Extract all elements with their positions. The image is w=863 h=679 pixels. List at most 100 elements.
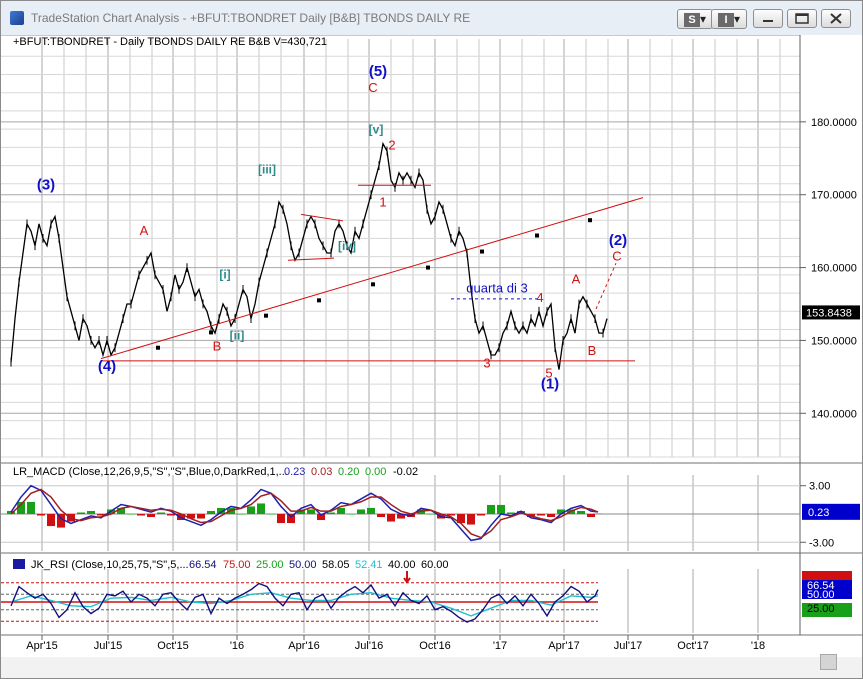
macd-panel: LR_MACD (Close,12,26,9,5,"S","S",Blue,0,… [13,466,418,478]
y-tick-label: 140.0000 [811,408,857,420]
restore-button[interactable] [787,9,817,28]
macd-histogram-bar [287,514,295,524]
y-tick-label: 160.0000 [811,263,857,275]
trendline-marker [264,313,268,318]
rsi-header-value: 66.54 [189,559,217,571]
macd-header-v5: -0.02 [393,466,418,478]
trendline-marker [426,265,430,270]
macd-histogram-bar [327,512,335,514]
wave-label: 4 [536,290,543,305]
wave-label: [v] [369,123,384,137]
rsi-right-label: 50.00 [807,589,835,601]
i-dropdown-button[interactable]: I ▾ [711,9,747,29]
title-bar[interactable]: TradeStation Chart Analysis - +BFUT:TBON… [1,1,862,36]
trendline-marker [480,249,484,254]
macd-histogram-bar [587,514,595,518]
macd-histogram-bar [197,514,205,519]
minimize-button[interactable] [753,9,783,28]
macd-histogram-bar [497,504,505,514]
macd-histogram-bar [317,514,325,521]
price-panel: +BFUT:TBONDRET - Daily TBONDS DAILY RE B… [13,36,327,48]
x-tick-label: Apr'16 [288,640,319,652]
scrollbar-thumb[interactable] [820,654,837,670]
macd-header-name: LR_MACD (Close,12,26,9,5,"S","S",Blue,0,… [13,466,288,478]
macd-histogram-bar [97,514,105,516]
time-axis: Apr'15 Jul'15 Oct'15 '16 Apr'16 Jul'16 Oct'16 '… [26,635,765,652]
macd-series-line [10,488,599,539]
s-dropdown-button[interactable]: S ▾ [677,9,713,29]
macd-histogram-bar [387,514,395,522]
y-tick-label: 180.0000 [811,117,857,129]
macd-histogram-bar [157,512,165,514]
wave-label: A [140,223,149,238]
last-price-label: 153.8438 [806,307,852,319]
macd-header-v4: 0.00 [365,466,386,478]
trendline-marker [588,218,592,223]
macd-histogram-bar [207,510,215,514]
y-tick-label: 150.0000 [811,335,857,347]
rsi-header-name: JK_RSI (Close,10,25,75,"S",5,... [31,559,189,571]
rsi-header-v58: 58.05 [322,559,350,571]
wave-label: quarta di 3 [466,280,527,295]
rsi-header-l40: 40.00 [388,559,416,571]
macd-histogram-bar [337,507,345,514]
wave-label: [ii] [230,329,245,343]
macd-histogram-bar [397,514,405,519]
macd-y-tick-label: 3.00 [809,481,830,493]
macd-histogram-bar [137,514,145,516]
rsi-header: JK_RSI (Close,10,25,75,"S",5,... 66.54 7… [31,559,449,571]
trendline [287,257,335,261]
wave-label: C [612,248,621,263]
macd-histogram-bar [217,507,225,514]
rsi-right-badge [802,589,852,599]
window-title: TradeStation Chart Analysis - +BFUT:TBON… [31,11,471,25]
macd-series-line [10,484,599,542]
trendline-marker [317,298,321,303]
macd-histogram-bar [57,514,65,528]
chevron-down-icon: ▾ [733,12,741,26]
wave-label: (4) [98,358,116,375]
wave-label: (2) [609,232,627,249]
horizontal-scrollbar[interactable] [1,657,862,678]
macd-histogram-bar [447,514,455,516]
last-price-badge [802,305,860,320]
rsi-arrow-marker [403,571,411,584]
macd-header-v2: 0.03 [311,466,332,478]
rsi-series-line [10,582,599,623]
macd-histogram-bar [187,514,195,519]
macd-histogram-bar [477,514,485,516]
macd-histogram-bar [27,501,35,514]
macd-header-v1: 0.23 [284,466,305,478]
price-series-line [10,141,608,370]
wave-label: B [213,339,222,354]
x-tick-label: '16 [230,640,244,652]
macd-histogram-bar [167,514,175,516]
rsi-header-l25: 25.00 [256,559,284,571]
wave-label: 5 [545,366,552,381]
macd-last-badge [802,503,860,520]
x-tick-label: '18 [751,640,765,652]
trendline-marker [535,233,539,238]
x-tick-label: Apr'17 [548,640,579,652]
macd-histogram-bar [127,514,135,515]
macd-histogram-bar [377,514,385,518]
trendline [300,213,344,222]
x-tick-label: Jul'17 [614,640,642,652]
wave-label: C [368,80,377,95]
wave-label: (3) [37,177,55,194]
trendline-marker [156,345,160,350]
trendline [595,263,617,310]
macd-histogram-bar [237,514,245,515]
macd-histogram-bar [267,514,275,515]
chart-grid [1,39,803,633]
chart-area[interactable]: +BFUT:TBONDRET - Daily TBONDS DAILY RE B… [1,35,862,678]
app-icon [10,11,24,25]
macd-histogram-bar [577,510,585,514]
wave-label: A [572,272,581,287]
close-button[interactable] [821,9,851,28]
macd-histogram-bar [307,509,315,514]
macd-histogram-bar [277,514,285,524]
price-panel-header: +BFUT:TBONDRET - Daily TBONDS DAILY RE B… [13,36,327,48]
macd-y-tick-label: -3.00 [809,537,834,549]
